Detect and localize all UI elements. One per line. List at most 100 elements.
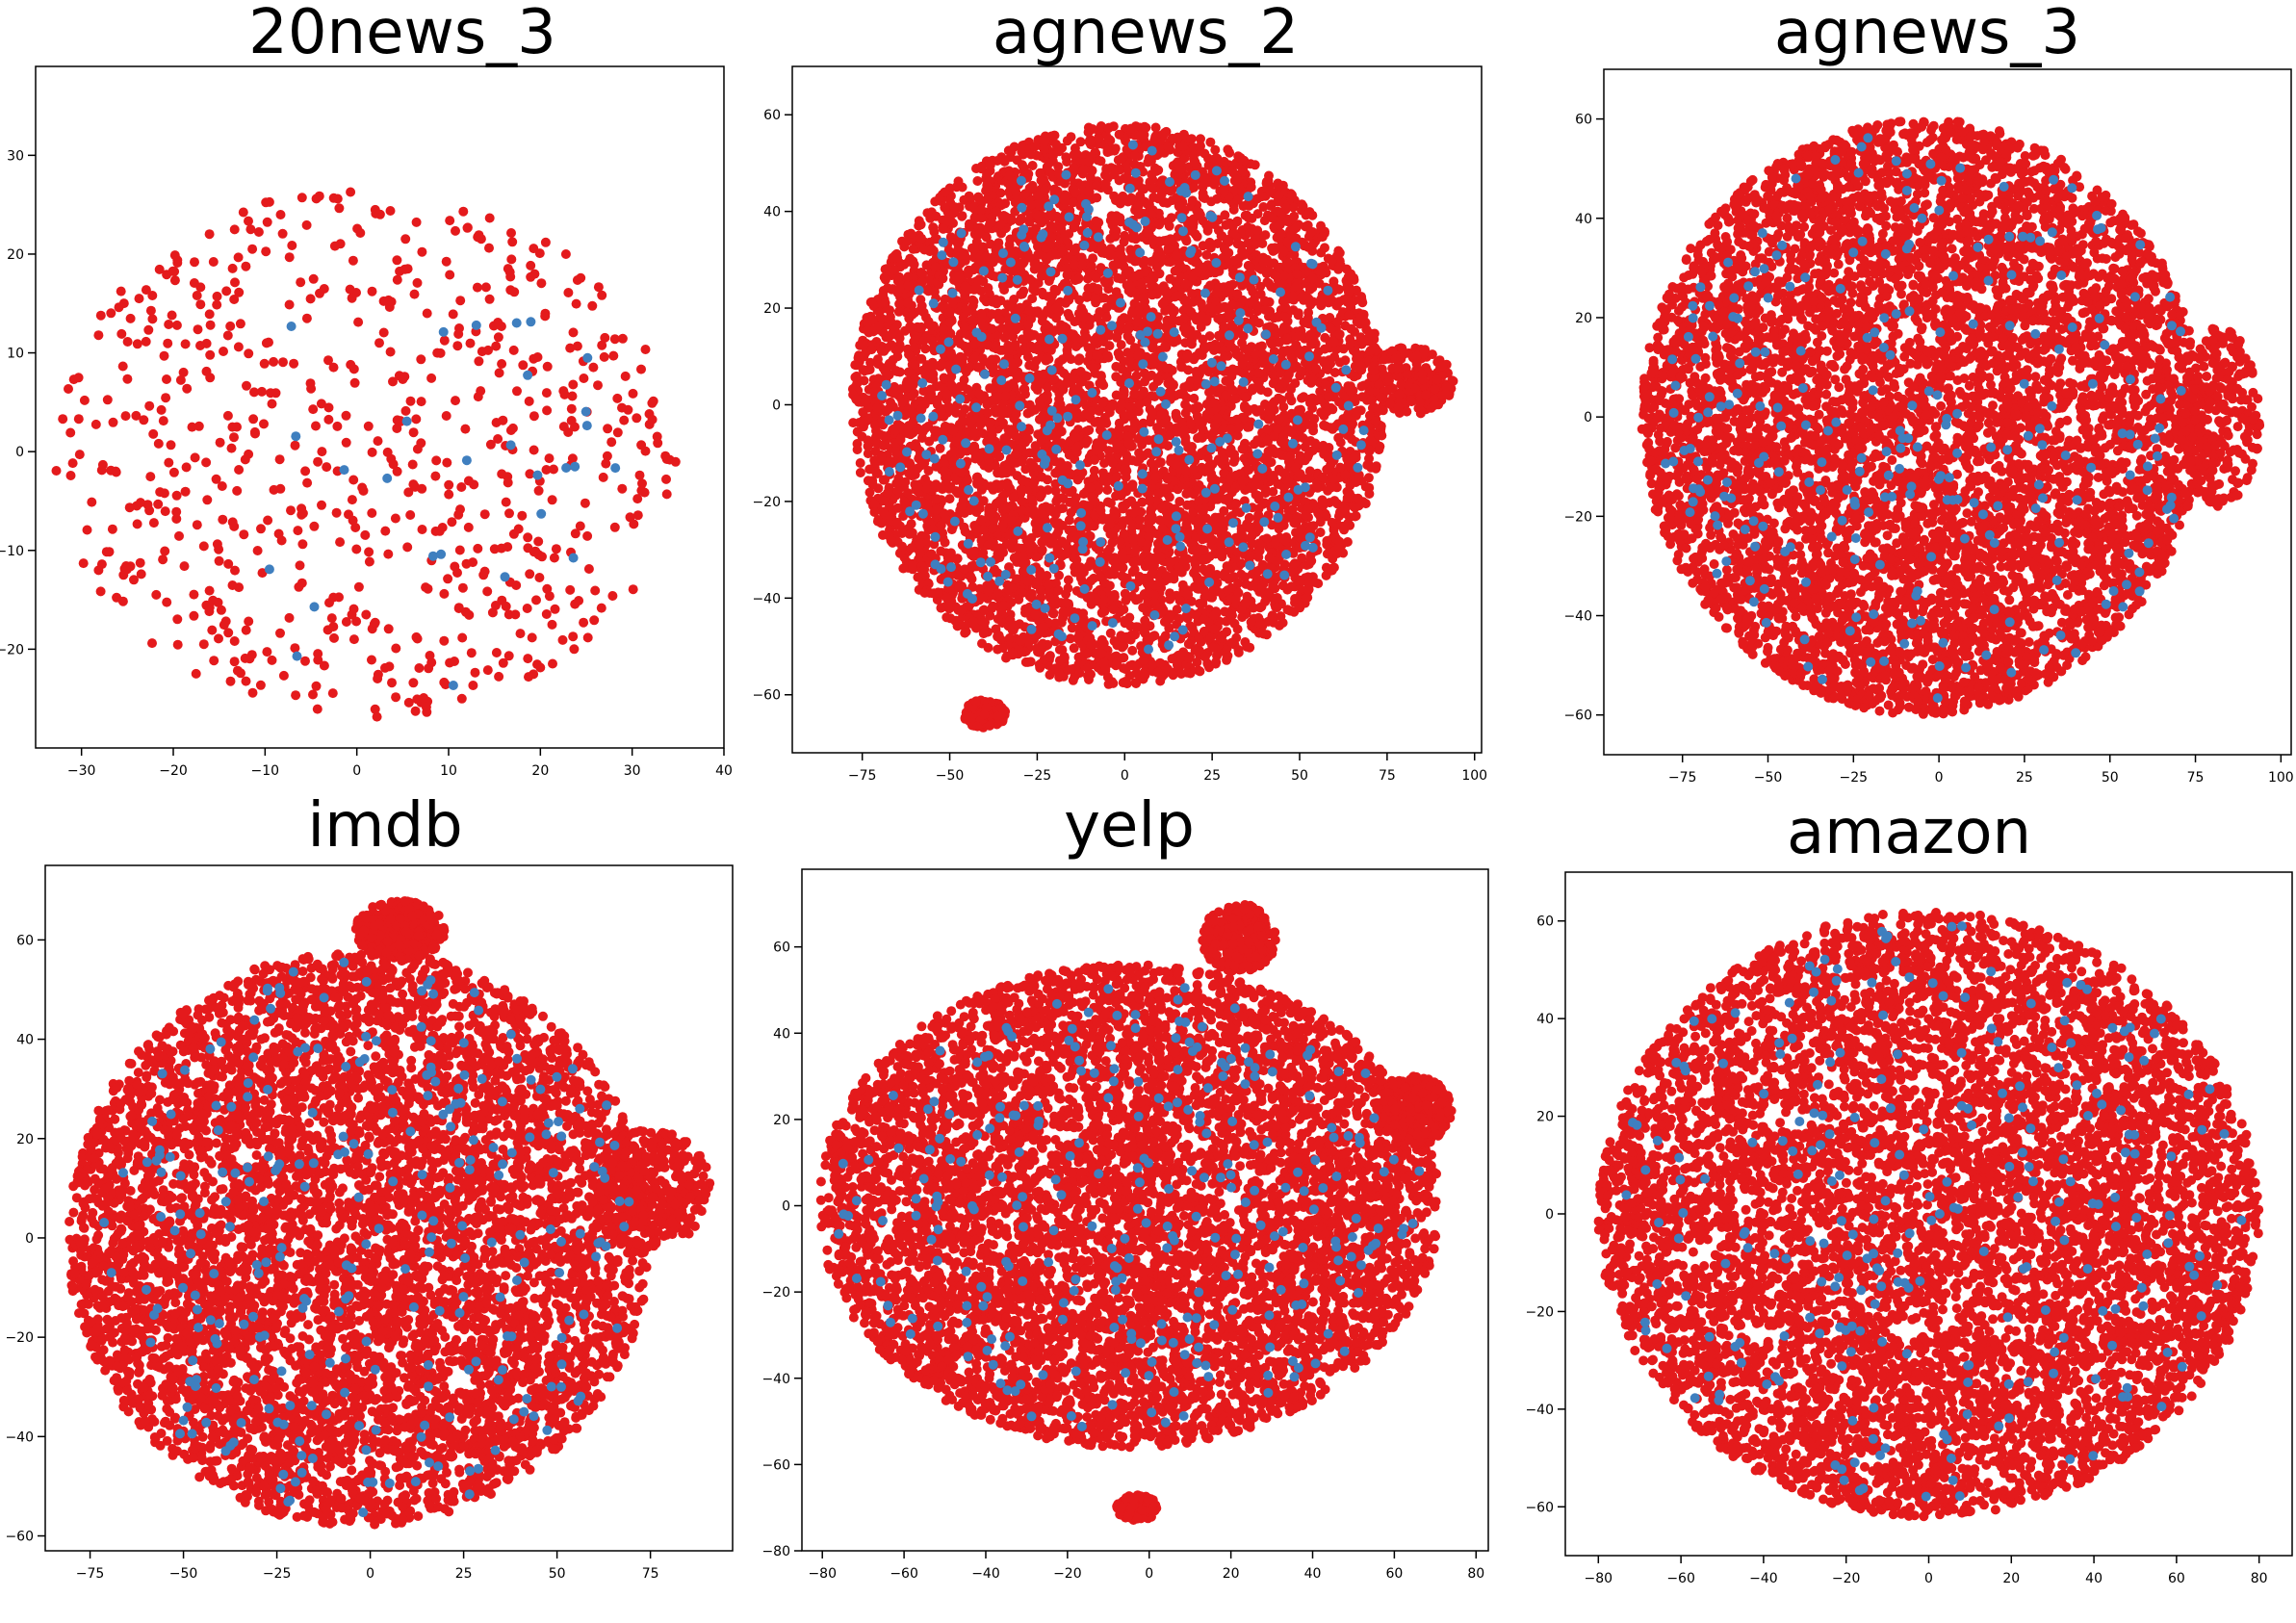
scatter-point	[349, 605, 359, 614]
scatter-point	[162, 374, 171, 384]
scatter-point	[468, 557, 477, 567]
scatter-point	[354, 582, 364, 592]
scatter-point	[329, 193, 339, 203]
scatter-point	[1148, 184, 1157, 193]
scatter-point	[494, 672, 503, 682]
scatter-point	[250, 427, 260, 437]
scatter-point	[476, 386, 485, 396]
scatter-point	[118, 362, 128, 372]
scatter-point	[635, 471, 645, 480]
scatter-point	[569, 644, 579, 654]
scatter-point	[647, 399, 657, 408]
scatter-point	[213, 292, 222, 301]
scatter-point	[324, 598, 334, 607]
scatter-point	[458, 583, 468, 593]
scatter-point	[312, 193, 322, 203]
scatter-point	[589, 615, 599, 625]
y-tick-label: −10	[0, 544, 24, 559]
scatter-point	[193, 520, 202, 529]
scatter-point	[453, 329, 463, 339]
scatter-point	[568, 380, 578, 390]
scatter-point	[228, 517, 238, 527]
scatter-point	[393, 275, 402, 285]
scatter-point	[529, 411, 539, 421]
scatter-point	[263, 516, 272, 526]
scatter-point	[91, 420, 101, 429]
scatter-point	[205, 229, 215, 239]
scatter-point	[579, 618, 588, 628]
scatter-point	[503, 264, 513, 273]
scatter-point	[454, 603, 464, 612]
scatter-point	[161, 506, 170, 516]
scatter-point	[346, 285, 355, 295]
scatter-point	[346, 188, 355, 197]
scatter-point	[435, 527, 445, 536]
scatter-point	[460, 425, 470, 434]
scatter-point	[525, 569, 534, 579]
scatter-point	[194, 422, 204, 431]
scatter-point	[276, 210, 286, 219]
scatter-point	[402, 542, 412, 552]
scatter-point	[482, 586, 492, 596]
scatter-point	[467, 648, 477, 657]
scatter-point	[191, 452, 200, 462]
scatter-point	[594, 282, 604, 292]
scatter-point	[946, 548, 956, 557]
scatter-point	[497, 359, 506, 369]
scatter-point	[442, 458, 451, 468]
scatter-point	[368, 448, 377, 457]
scatter-point	[172, 258, 182, 268]
scatter-point	[364, 422, 374, 431]
scatter-point	[1131, 234, 1141, 244]
scatter-point	[431, 455, 441, 465]
scatter-point	[442, 411, 451, 421]
scatter-point	[268, 399, 277, 409]
scatter-point	[584, 564, 594, 574]
scatter-point	[74, 373, 84, 382]
scatter-point	[332, 508, 342, 518]
scatter-point	[115, 302, 124, 312]
scatter-point	[244, 217, 253, 226]
scatter-point	[201, 457, 211, 467]
scatter-point	[1104, 135, 1114, 144]
scatter-point	[135, 294, 144, 303]
scatter-point	[374, 436, 383, 446]
scatter-point	[1329, 496, 1339, 505]
scatter-point	[542, 388, 552, 398]
scatter-point	[291, 441, 300, 451]
scatter-point	[296, 560, 305, 570]
scatter-point	[452, 341, 462, 350]
scatter-point	[392, 255, 401, 265]
scatter-point	[287, 241, 297, 250]
scatter-point	[297, 193, 307, 202]
scatter-point	[603, 424, 612, 433]
y-tick-label: 20	[7, 247, 24, 263]
scatter-point	[209, 257, 219, 267]
scatter-point	[342, 438, 351, 448]
scatter-point	[93, 565, 103, 575]
scatter-point	[256, 681, 266, 690]
scatter-point	[293, 652, 302, 661]
scatter-point	[349, 364, 359, 374]
scatter-point	[492, 648, 502, 657]
scatter-point	[662, 489, 672, 499]
scatter-point	[144, 401, 154, 411]
x-tick-label: 20	[531, 763, 549, 779]
scatter-point	[430, 472, 440, 481]
scatter-point	[147, 314, 157, 323]
scatter-point	[517, 511, 527, 521]
points	[52, 188, 681, 722]
scatter-point	[495, 368, 504, 377]
scatter-point	[423, 309, 432, 319]
scatter-point	[541, 238, 551, 247]
scatter-point	[894, 307, 904, 317]
scatter-point	[190, 278, 199, 288]
scatter-point	[351, 545, 361, 554]
scatter-point	[1064, 309, 1073, 319]
scatter-point	[264, 338, 273, 348]
scatter-point	[348, 476, 358, 485]
scatter-point	[1320, 333, 1329, 343]
scatter-point	[312, 682, 322, 691]
scatter-point	[291, 690, 300, 700]
x-tick-label: 30	[624, 763, 641, 779]
